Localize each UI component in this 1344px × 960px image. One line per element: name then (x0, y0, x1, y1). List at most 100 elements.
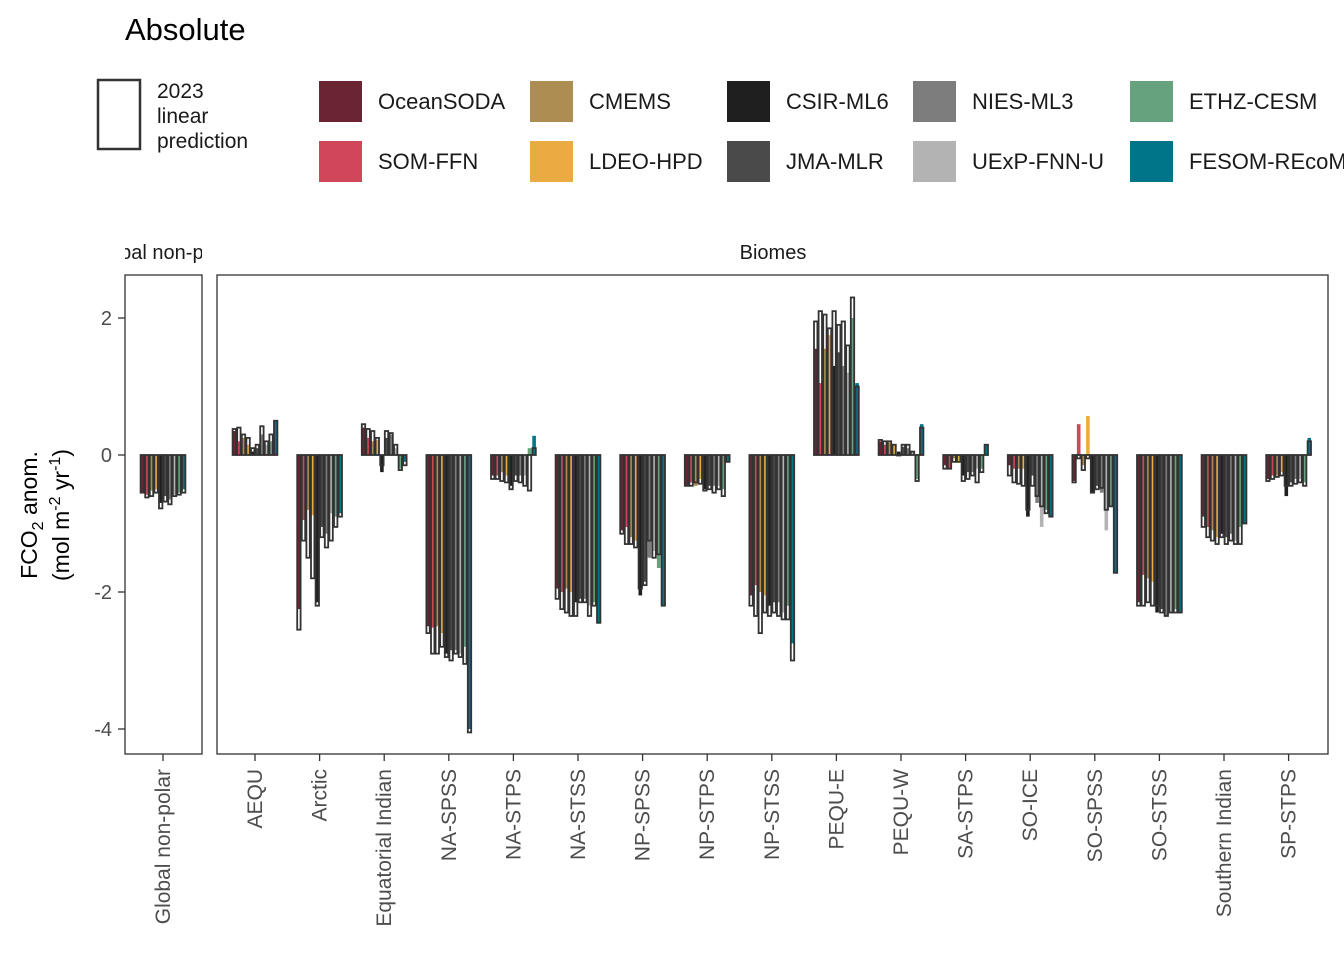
bar-1-6-2 (629, 455, 633, 538)
bar-1-2-8 (398, 455, 403, 469)
legend-label-2: CMEMS (589, 89, 671, 114)
bar-1-7-1 (689, 455, 693, 483)
pred-bar-1-0-2 (240, 433, 247, 456)
pred-bar-1-5-4 (573, 454, 579, 617)
pred-bar-1-14-9 (1177, 454, 1183, 614)
pred-bar-1-1-0 (296, 454, 302, 631)
bar-1-10-4 (896, 451, 901, 455)
bar-1-11-1 (947, 455, 952, 469)
pred-bar-1-4-5 (513, 454, 519, 482)
pred-bar-1-13-5 (1094, 454, 1100, 491)
legend-label-5: JMA-MLR (786, 149, 884, 174)
pred-bar-1-12-2 (1016, 454, 1022, 485)
bar-1-13-3 (1086, 415, 1090, 455)
x-tick-label-1-11: SA-STPS (955, 769, 978, 859)
bar-1-12-1 (1012, 455, 1016, 469)
bar-1-4-8 (527, 448, 532, 455)
pred-bar-1-5-8 (591, 454, 597, 607)
bar-0-0-7 (172, 455, 177, 495)
pred-bar-1-3-8 (462, 454, 468, 665)
pred-bar-1-15-7 (1232, 454, 1239, 545)
bar-1-9-3 (827, 335, 832, 455)
pred-bar-1-7-6 (711, 454, 717, 494)
pred-bar-1-3-9 (466, 454, 473, 734)
pred-bar-1-9-0 (813, 320, 819, 456)
bar-1-4-5 (513, 455, 518, 476)
pred-bar-1-12-0 (1006, 454, 1013, 477)
pred-bar-1-10-9 (919, 426, 925, 456)
pred-bar-0-0-9 (181, 454, 187, 494)
pred-bar-1-13-7 (1103, 454, 1109, 511)
bar-1-3-3 (440, 455, 444, 634)
bar-1-3-6 (453, 455, 458, 651)
pred-bar-1-13-4 (1089, 454, 1096, 494)
bar-0-0-2 (149, 455, 154, 491)
pred-bar-1-16-4 (1283, 454, 1289, 487)
bar-1-16-5 (1289, 455, 1293, 483)
pred-bar-1-3-6 (453, 454, 459, 655)
bar-1-6-7 (652, 455, 656, 551)
pred-bar-1-12-5 (1029, 454, 1036, 487)
bar-1-6-6 (647, 455, 652, 558)
bar-1-11-7 (975, 455, 979, 469)
legend-swatch-3 (530, 141, 573, 182)
pred-bar-1-16-3 (1279, 454, 1285, 477)
pred-bar-1-12-3 (1020, 454, 1026, 487)
bar-1-7-9 (726, 455, 730, 462)
bar-1-9-7 (846, 372, 850, 455)
bar-1-0-1 (237, 441, 241, 455)
x-tick-label-1-6: NP-SPSS (632, 769, 655, 861)
pred-bar-1-1-6 (323, 454, 330, 549)
bar-1-13-9 (1113, 455, 1118, 573)
bar-1-12-3 (1021, 455, 1026, 469)
x-tick-label-1-5: NA-STSS (567, 769, 590, 860)
x-tick-label-1-14: SO-STSS (1148, 769, 1171, 861)
bar-0-0-3 (154, 455, 158, 490)
bar-1-14-0 (1136, 455, 1141, 603)
bar-1-9-4 (832, 365, 836, 455)
pred-bar-1-13-9 (1112, 454, 1119, 574)
bar-1-13-2 (1081, 455, 1086, 466)
pred-bar-1-6-0 (619, 454, 625, 535)
bar-1-11-3 (956, 455, 961, 462)
bar-1-9-5 (836, 352, 841, 455)
bar-1-5-7 (587, 455, 592, 606)
legend-swatch-5 (727, 141, 770, 182)
bar-1-12-6 (1035, 455, 1039, 503)
bar-1-1-6 (324, 455, 329, 534)
pred-bar-1-6-6 (646, 454, 653, 542)
pred-bar-1-4-0 (490, 454, 496, 480)
pred-bar-1-8-7 (780, 454, 786, 621)
bar-1-14-4 (1155, 455, 1159, 613)
pred-bar-1-10-4 (896, 454, 902, 457)
pred-bar-1-8-5 (771, 454, 777, 614)
pred-bar-1-7-7 (716, 454, 722, 491)
bar-1-0-6 (260, 434, 264, 455)
pred-bar-1-9-1 (817, 310, 823, 456)
bar-1-1-7 (329, 455, 333, 514)
pred-bar-1-10-1 (882, 440, 888, 456)
legend-label-0: OceanSODA (378, 89, 505, 114)
bar-1-10-6 (906, 448, 910, 455)
bar-1-15-0 (1201, 455, 1206, 517)
pred-bar-1-10-6 (905, 443, 911, 456)
pred-bar-1-16-2 (1274, 454, 1280, 478)
x-tick-label-1-8: NP-STSS (761, 769, 784, 860)
bar-1-0-4 (250, 451, 255, 455)
bar-1-14-3 (1150, 455, 1155, 582)
pred-bar-1-6-5 (642, 454, 648, 587)
bar-1-8-7 (781, 455, 786, 613)
bar-1-2-9 (403, 455, 407, 462)
legend-swatch-1 (319, 141, 362, 182)
pred-bar-1-3-2 (434, 454, 440, 655)
pred-bar-1-1-4 (314, 454, 320, 607)
pred-bar-1-11-7 (974, 454, 980, 484)
pred-bar-1-0-0 (231, 428, 237, 456)
pred-bar-1-2-5 (383, 430, 390, 456)
pred-bar-1-12-9 (1048, 454, 1054, 518)
x-tick-label-1-16: SP-STPS (1278, 769, 1301, 859)
pred-bar-1-16-7 (1297, 454, 1303, 484)
pred-bar-1-8-9 (789, 454, 796, 662)
bar-1-12-7 (1039, 455, 1044, 527)
bar-1-12-0 (1007, 455, 1012, 466)
